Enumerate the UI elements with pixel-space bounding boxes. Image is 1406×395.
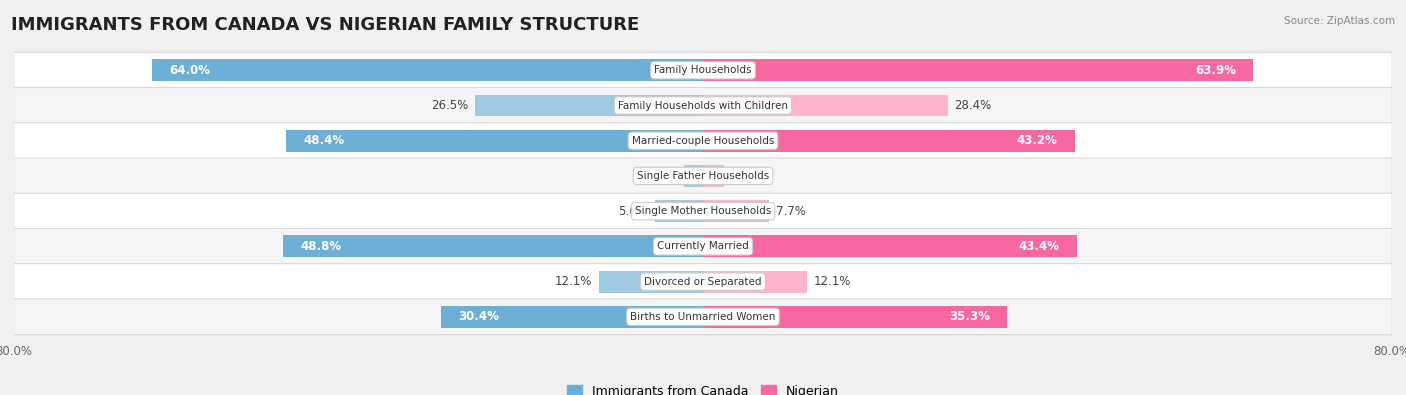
Text: 12.1%: 12.1% bbox=[814, 275, 852, 288]
Legend: Immigrants from Canada, Nigerian: Immigrants from Canada, Nigerian bbox=[567, 385, 839, 395]
Text: 2.4%: 2.4% bbox=[731, 169, 761, 182]
Bar bbox=[703, 200, 769, 222]
Bar bbox=[152, 59, 703, 81]
Text: 64.0%: 64.0% bbox=[169, 64, 209, 77]
Text: 35.3%: 35.3% bbox=[949, 310, 990, 324]
Bar bbox=[655, 200, 703, 222]
Text: 5.6%: 5.6% bbox=[619, 205, 648, 218]
FancyBboxPatch shape bbox=[14, 123, 1392, 159]
Bar bbox=[703, 271, 807, 293]
Text: 28.4%: 28.4% bbox=[955, 99, 991, 112]
Bar bbox=[283, 235, 703, 257]
FancyBboxPatch shape bbox=[14, 52, 1392, 88]
Bar bbox=[703, 235, 1077, 257]
Bar bbox=[599, 271, 703, 293]
Bar bbox=[703, 306, 1007, 328]
FancyBboxPatch shape bbox=[14, 263, 1392, 299]
Text: Family Households with Children: Family Households with Children bbox=[619, 100, 787, 111]
Bar bbox=[475, 94, 703, 117]
Text: 48.4%: 48.4% bbox=[304, 134, 344, 147]
Text: 43.4%: 43.4% bbox=[1018, 240, 1060, 253]
Text: 63.9%: 63.9% bbox=[1195, 64, 1236, 77]
FancyBboxPatch shape bbox=[14, 193, 1392, 229]
Text: Family Households: Family Households bbox=[654, 65, 752, 75]
Text: 48.8%: 48.8% bbox=[299, 240, 342, 253]
Text: Single Mother Households: Single Mother Households bbox=[636, 206, 770, 216]
Text: Source: ZipAtlas.com: Source: ZipAtlas.com bbox=[1284, 16, 1395, 26]
Bar bbox=[685, 165, 703, 187]
FancyBboxPatch shape bbox=[14, 158, 1392, 194]
FancyBboxPatch shape bbox=[14, 88, 1392, 124]
Text: Divorced or Separated: Divorced or Separated bbox=[644, 276, 762, 287]
Bar bbox=[703, 59, 1253, 81]
Text: 7.7%: 7.7% bbox=[776, 205, 806, 218]
Bar bbox=[287, 130, 703, 152]
Bar bbox=[703, 165, 724, 187]
Text: Births to Unmarried Women: Births to Unmarried Women bbox=[630, 312, 776, 322]
Text: 12.1%: 12.1% bbox=[554, 275, 592, 288]
Bar bbox=[441, 306, 703, 328]
Bar bbox=[703, 94, 948, 117]
FancyBboxPatch shape bbox=[14, 228, 1392, 264]
Text: 26.5%: 26.5% bbox=[430, 99, 468, 112]
Text: 2.2%: 2.2% bbox=[647, 169, 678, 182]
Text: 43.2%: 43.2% bbox=[1017, 134, 1057, 147]
Text: Currently Married: Currently Married bbox=[657, 241, 749, 251]
Text: IMMIGRANTS FROM CANADA VS NIGERIAN FAMILY STRUCTURE: IMMIGRANTS FROM CANADA VS NIGERIAN FAMIL… bbox=[11, 16, 640, 34]
FancyBboxPatch shape bbox=[14, 299, 1392, 335]
Bar bbox=[703, 130, 1076, 152]
Text: Single Father Households: Single Father Households bbox=[637, 171, 769, 181]
Text: 30.4%: 30.4% bbox=[458, 310, 499, 324]
Text: Married-couple Households: Married-couple Households bbox=[631, 136, 775, 146]
